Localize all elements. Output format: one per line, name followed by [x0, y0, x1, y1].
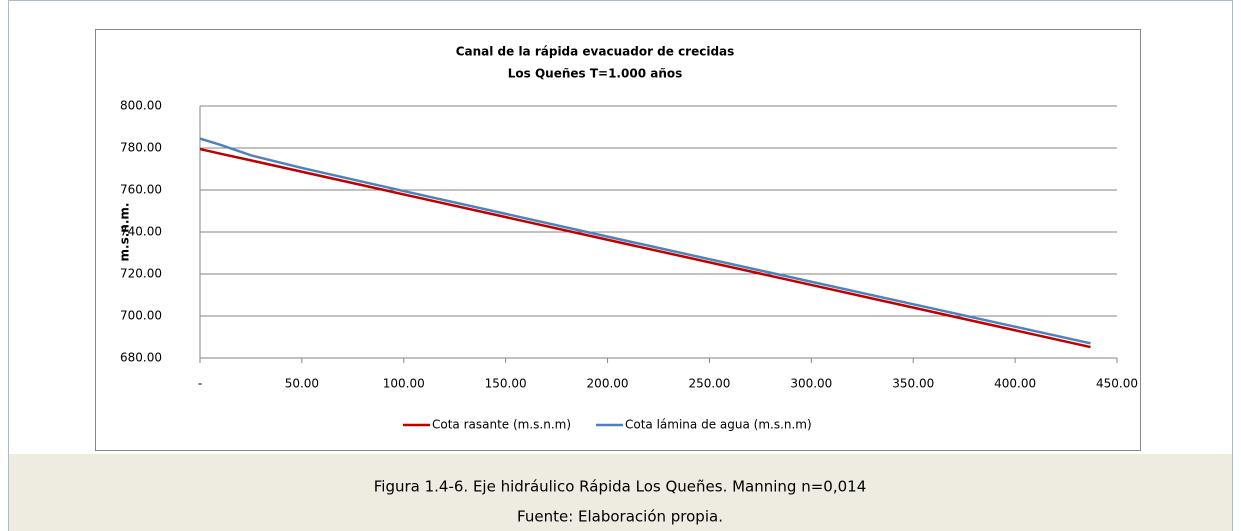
- y-tick-label: 800.00: [120, 99, 162, 113]
- x-tick-label: 50.00: [285, 377, 319, 391]
- line-series: [199, 147, 1091, 349]
- y-tick-label: 700.00: [120, 309, 162, 323]
- x-tick-label: 350.00: [892, 377, 934, 391]
- caption-band: [9, 454, 1232, 531]
- x-tick-label: 450.00: [1096, 377, 1138, 391]
- chart-title: Los Queñes T=1.000 años: [508, 67, 683, 81]
- legend-label: Cota rasante (m.s.n.m): [432, 418, 571, 432]
- chart-title: Canal de la rápida evacuador de crecidas: [456, 45, 735, 59]
- y-tick-label: 760.00: [120, 183, 162, 197]
- y-tick-label: 720.00: [120, 267, 162, 281]
- x-tick-label: 300.00: [790, 377, 832, 391]
- y-tick-label: 740.00: [120, 225, 162, 239]
- line-series: [199, 137, 1091, 345]
- x-tick-label: 400.00: [994, 377, 1036, 391]
- y-tick-label: 680.00: [120, 351, 162, 365]
- y-tick-label: 780.00: [120, 141, 162, 155]
- x-tick-label: 100.00: [383, 377, 425, 391]
- caption: Figura 1.4-6. Eje hidráulico Rápida Los …: [374, 478, 867, 496]
- x-tick-label: 200.00: [587, 377, 629, 391]
- y-axis-label: m.s.n.m.: [118, 203, 132, 262]
- x-tick-label: 250.00: [688, 377, 730, 391]
- x-tick-label: -: [198, 377, 202, 391]
- x-tick-label: 150.00: [485, 377, 527, 391]
- legend-label: Cota lámina de agua (m.s.n.m): [625, 418, 812, 432]
- caption: Fuente: Elaboración propia.: [517, 508, 723, 526]
